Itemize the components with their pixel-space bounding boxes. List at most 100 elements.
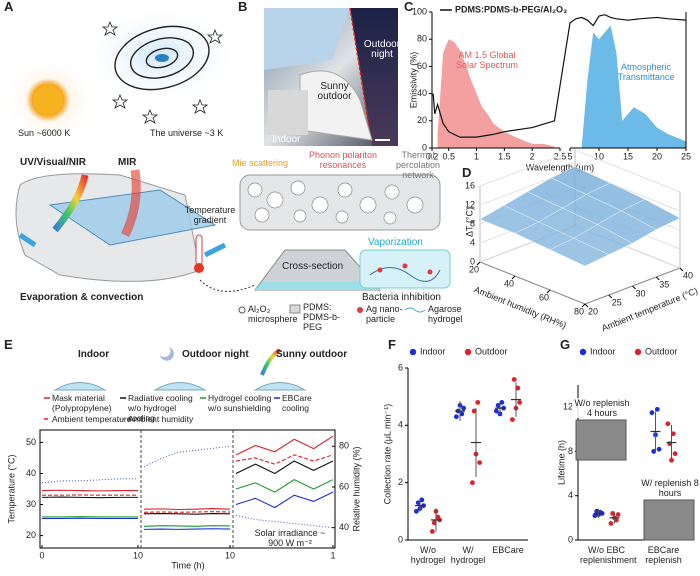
inset-photo: [643, 499, 695, 541]
y-tick: [584, 303, 589, 308]
y-tick-label: 0: [568, 534, 573, 544]
y-tick-label: 6: [398, 362, 403, 372]
y-tick-label: 40: [683, 270, 693, 280]
data-point: [431, 520, 437, 526]
data-point: [430, 529, 435, 534]
y-tick-label: 25: [612, 297, 622, 307]
data-point: [517, 400, 522, 405]
y2-tick-label: 80: [339, 441, 349, 451]
x-tick-label: 60: [539, 292, 549, 302]
label: MIR: [118, 157, 137, 168]
panel-letter: C: [404, 0, 414, 14]
emissivity-line: [432, 14, 687, 138]
y-tick-label: 40: [26, 468, 36, 478]
x-tick: [546, 289, 551, 294]
data-point: [651, 449, 657, 454]
series-line: [235, 514, 334, 529]
y-tick-label: 100: [412, 6, 427, 16]
series-line: [143, 512, 231, 515]
sun-label: Sun ~6000 K: [18, 128, 71, 138]
schematic-art: [15, 169, 451, 314]
axis-title: Emissivity (%): [408, 52, 418, 109]
data-point: [665, 421, 671, 427]
x-tick: [581, 303, 586, 308]
inset-photo: [575, 419, 627, 461]
label: Cross-section: [282, 261, 344, 272]
x-tick-label: 1: [330, 550, 335, 560]
data-point: [654, 406, 660, 412]
surface-patch: [549, 237, 610, 267]
data-point: [475, 400, 481, 405]
panel-letter: F: [388, 337, 396, 352]
y-tick-label: 50: [26, 437, 36, 447]
legend-label: Al₂O₃ microsphere: [248, 304, 298, 324]
x-tick-label: EBCare: [492, 545, 524, 555]
data-point: [608, 520, 614, 526]
legend-label: Outdoor: [475, 346, 508, 356]
annotation: W/o replenish 4 hours: [572, 398, 632, 418]
label: Thermal percolation network: [395, 150, 441, 180]
legend-label: Ag nano-particle: [366, 304, 403, 324]
data-point: [515, 385, 521, 391]
label: Bacteria inhibition: [362, 292, 441, 303]
area-label: AM 1.5 Global Solar Spectrum: [455, 50, 519, 70]
x-tick-label: 2: [530, 151, 535, 161]
series-line: [41, 496, 138, 499]
area-label: Atmospheric Transmittance: [617, 62, 675, 82]
label: UV/Visual/NIR: [20, 157, 86, 168]
photo-label: Outdoor night: [363, 39, 401, 60]
y-tick-label: 12: [563, 402, 573, 412]
panel-b-photo: [264, 7, 398, 147]
y-tick-label: 0: [398, 534, 403, 544]
series-line: [143, 528, 231, 530]
series-line: [41, 489, 138, 492]
x-tick-label: 80: [574, 306, 584, 316]
legend-label: PDMS: PDMS-b-PEG: [303, 302, 341, 332]
panel-e-icons: [53, 347, 307, 391]
data-point: [414, 508, 419, 514]
panel-letter: G: [560, 337, 571, 352]
x-tick: [511, 275, 516, 280]
data-point: [459, 411, 465, 417]
x-tick-label: 0: [39, 550, 44, 560]
z-tick-label: 16: [465, 180, 475, 190]
x-tick-label: W/o EBC replenishment: [580, 545, 637, 565]
x-tick-label: 0.5: [442, 151, 455, 161]
x-tick-label: 10: [133, 550, 143, 560]
z-tick-label: 4: [470, 237, 475, 247]
label: Evaporation & convection: [20, 292, 144, 303]
y-tick-label: 2: [398, 477, 403, 487]
universe-label: The universe ~3 K: [150, 128, 224, 138]
data-point: [510, 417, 515, 422]
legend-label: EBCare cooling: [282, 393, 312, 413]
x-tick-label: 40: [504, 278, 514, 288]
frame-line: [479, 261, 586, 305]
series-line: [235, 479, 334, 493]
legend-swatch: [409, 348, 417, 356]
axis-title: Time (h): [171, 560, 204, 570]
x-tick-label: 1.5: [498, 151, 511, 161]
axis-title: Lifetime (h): [556, 440, 566, 485]
series-line: [235, 460, 334, 475]
photo-label: Sunny outdoor: [317, 81, 352, 102]
data-point: [656, 446, 662, 452]
x-tick-label: 15: [623, 151, 633, 161]
z-tick-label: 0: [470, 256, 475, 266]
axis-title: ΔT (°C): [464, 207, 474, 237]
series-line: [143, 525, 231, 527]
axis-title: Wavelength (μm): [526, 162, 594, 172]
legend-swatch: [579, 348, 587, 356]
data-point: [511, 377, 517, 382]
y-tick-label: 30: [635, 288, 645, 298]
label: Temperature gradient: [184, 205, 236, 225]
y2-tick-label: 60: [339, 481, 349, 491]
photo-label: Indoor: [272, 134, 301, 145]
data-point: [610, 511, 616, 516]
series-line: [143, 445, 231, 468]
legend-label: Indoor: [590, 346, 616, 356]
series-line: [235, 454, 334, 465]
y-tick: [655, 276, 660, 281]
panel-letter: A: [4, 0, 14, 14]
legend-label: Ambient humidity: [128, 414, 194, 424]
